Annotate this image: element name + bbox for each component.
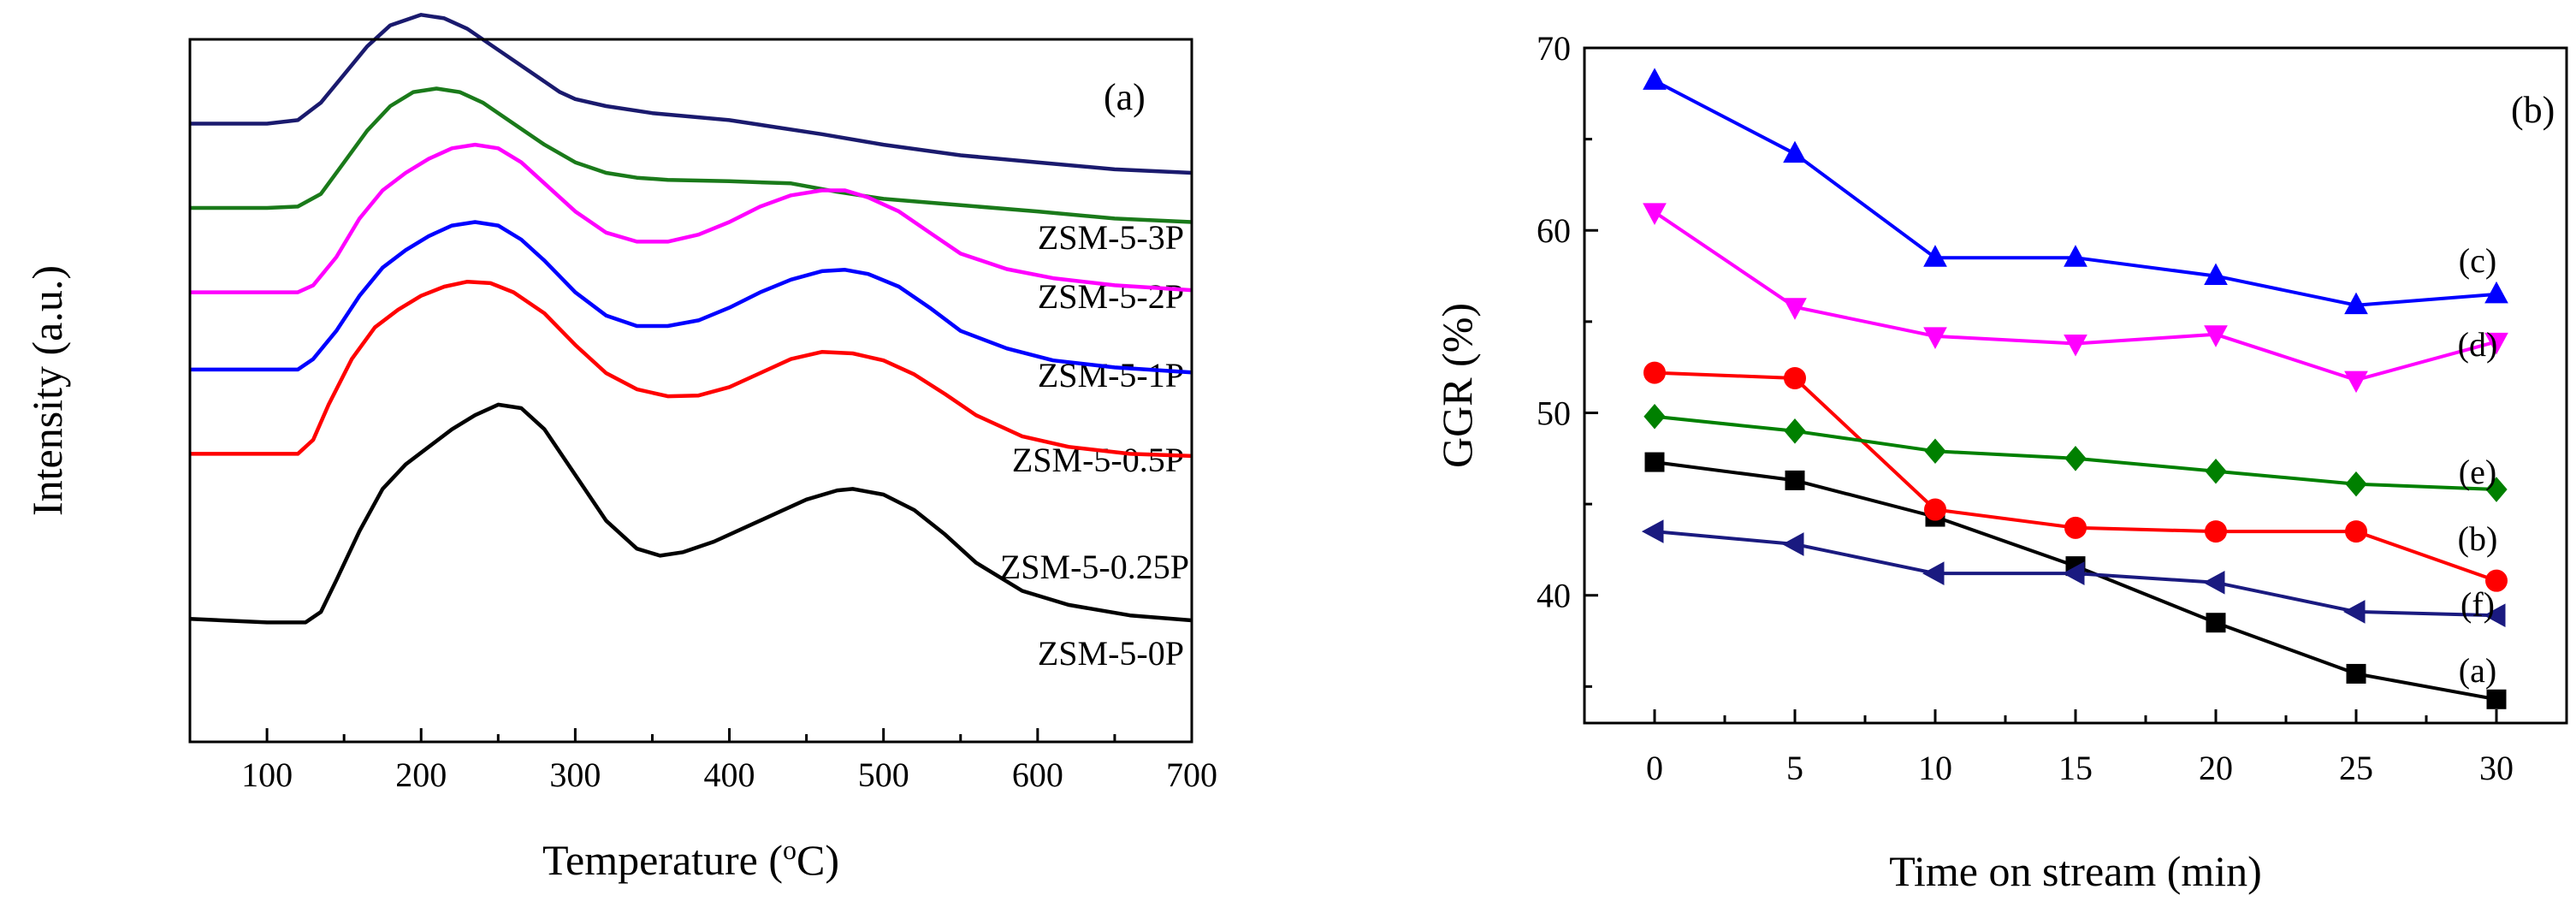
data-point-(c)-0 (1643, 68, 1667, 90)
panel-b: (a)(b)(c)(d)(e)(f) 0 5 10 15 20 25 3040506070 … (1433, 29, 2568, 895)
data-point-(e)-25 (2345, 471, 2367, 497)
panel-a-ticks: 100 200 300 400 500 600 700 (241, 728, 1217, 794)
x-tick-label-0: 0 (1646, 749, 1663, 787)
data-point-(d)-10 (1923, 327, 1947, 349)
series-label-ZSM-5-0.25P: ZSM-5-0.25P (1000, 548, 1189, 586)
data-point-(d)-5 (1783, 298, 1807, 320)
data-point-(e)-30 (2485, 477, 2508, 502)
data-point-(c)-20 (2204, 263, 2228, 286)
series-label-(a): (a) (2459, 651, 2496, 690)
data-point-(c)-25 (2344, 292, 2368, 315)
panel-a-ylabel-group: Intensity (a.u.) (23, 265, 71, 516)
x-tick-label-400: 400 (704, 756, 755, 794)
data-point-(e)-15 (2064, 446, 2087, 471)
data-point-(d)-25 (2344, 371, 2368, 394)
data-point-(a)-30 (2486, 689, 2507, 709)
panel-a-label: (a) (1104, 76, 1146, 118)
panel-b-ticks: 0 5 10 15 20 25 30 40 50 60 70 (1537, 29, 2514, 787)
series-line-(c) (1654, 79, 2497, 307)
series-line-ZSM-5-0P (189, 402, 1193, 625)
panel-a-frame (188, 38, 1193, 744)
data-point-(f)-0 (1641, 519, 1664, 543)
data-point-(e)-20 (2205, 458, 2227, 484)
panel-a-series: ZSM-5-3PZSM-5-2PZSM-5-1PZSM-5-0.5PZSM-5-… (189, 13, 1193, 673)
data-point-(e)-0 (1643, 403, 1666, 430)
data-point-(b)-30 (2485, 569, 2508, 592)
series-label-(f): (f) (2461, 585, 2495, 624)
data-point-(e)-10 (1924, 438, 1946, 465)
data-point-(c)-30 (2484, 281, 2508, 304)
data-point-(a)-25 (2346, 663, 2366, 684)
data-point-(b)-25 (2345, 520, 2367, 543)
panel-b-x-axis-title: Time on stream (min) (1889, 847, 2262, 895)
data-point-(b)-10 (1924, 498, 1946, 521)
x-tick-label-30: 30 (2479, 749, 2514, 787)
series-label-(e): (e) (2459, 453, 2496, 491)
y-tick-label-40: 40 (1537, 577, 1571, 615)
data-point-(f)-20 (2202, 570, 2225, 595)
data-point-(b)-0 (1643, 361, 1666, 384)
panel-a-y-axis-title: Intensity (a.u.) (23, 265, 71, 516)
x-axis-title-superscript: o (783, 834, 796, 865)
panel-b-y-axis-title: GGR (%) (1433, 303, 1481, 468)
x-tick-label-100: 100 (241, 756, 293, 794)
x-tick-label-10: 10 (1918, 749, 1952, 787)
data-point-(b)-20 (2205, 520, 2227, 543)
data-point-(d)-30 (2484, 332, 2508, 355)
x-tick-label-700: 700 (1166, 756, 1217, 794)
panel-a-x-axis-title: Temperature (oC) (542, 834, 839, 884)
y-tick-label-50: 50 (1537, 394, 1571, 432)
series-line-ZSM-5-0.25P (190, 279, 1193, 459)
data-point-(b)-15 (2064, 516, 2087, 539)
series-line-(b) (1654, 371, 2497, 583)
series-label-(d): (d) (2458, 325, 2498, 364)
panel-b-frame (1583, 46, 2568, 725)
series-line-ZSM-5-0.5P (190, 220, 1193, 375)
x-tick-label-500: 500 (858, 756, 909, 794)
data-point-(a)-5 (1785, 470, 1805, 490)
series-line-ZSM-5-3P (190, 13, 1193, 175)
x-tick-label-25: 25 (2339, 749, 2373, 787)
panel-b-series: (a) (b) (c) (d) (e) (f) (1641, 68, 2508, 709)
x-tick-label-600: 600 (1012, 756, 1063, 794)
series-label-ZSM-5-0.5P: ZSM-5-0.5P (1012, 441, 1184, 479)
series-label-(b): (b) (2458, 519, 2498, 558)
panel-b-label: (b) (2511, 89, 2555, 131)
series-line-ZSM-5-1P (190, 142, 1193, 294)
x-tick-label-15: 15 (2058, 749, 2093, 787)
series-line-(a) (1654, 460, 2497, 702)
data-point-(d)-15 (2064, 334, 2087, 357)
data-point-(f)-30 (2483, 603, 2506, 628)
x-tick-label-5: 5 (1786, 749, 1803, 787)
data-point-(a)-20 (2206, 613, 2226, 633)
data-point-(c)-5 (1783, 140, 1807, 163)
x-tick-label-20: 20 (2199, 749, 2233, 787)
data-point-(d)-0 (1643, 203, 1667, 225)
x-tick-label-200: 200 (395, 756, 447, 794)
y-tick-label-60: 60 (1537, 211, 1571, 250)
data-point-(f)-5 (1781, 532, 1804, 556)
data-point-(f)-15 (2062, 561, 2085, 585)
data-point-(e)-5 (1784, 418, 1806, 444)
data-point-(a)-0 (1644, 452, 1665, 472)
series-label-ZSM-5-0P: ZSM-5-0P (1038, 634, 1184, 673)
x-axis-title-main: Temperature ( (542, 836, 783, 884)
x-axis-title-unit: C) (796, 836, 839, 884)
series-line-ZSM-5-2P (190, 86, 1193, 224)
data-point-(d)-20 (2204, 325, 2228, 347)
data-point-(f)-25 (2342, 600, 2366, 624)
data-point-(b)-5 (1784, 366, 1806, 389)
series-label-ZSM-5-3P: ZSM-5-3P (1038, 218, 1184, 257)
data-point-(c)-10 (1923, 245, 1947, 267)
data-point-(f)-10 (1922, 561, 1945, 585)
x-tick-label-300: 300 (549, 756, 601, 794)
y-tick-label-70: 70 (1537, 29, 1571, 68)
data-point-(c)-15 (2064, 245, 2087, 267)
panel-a: ZSM-5-3PZSM-5-2PZSM-5-1PZSM-5-0.5PZSM-5-… (23, 13, 1217, 884)
series-label-(c): (c) (2459, 241, 2496, 280)
